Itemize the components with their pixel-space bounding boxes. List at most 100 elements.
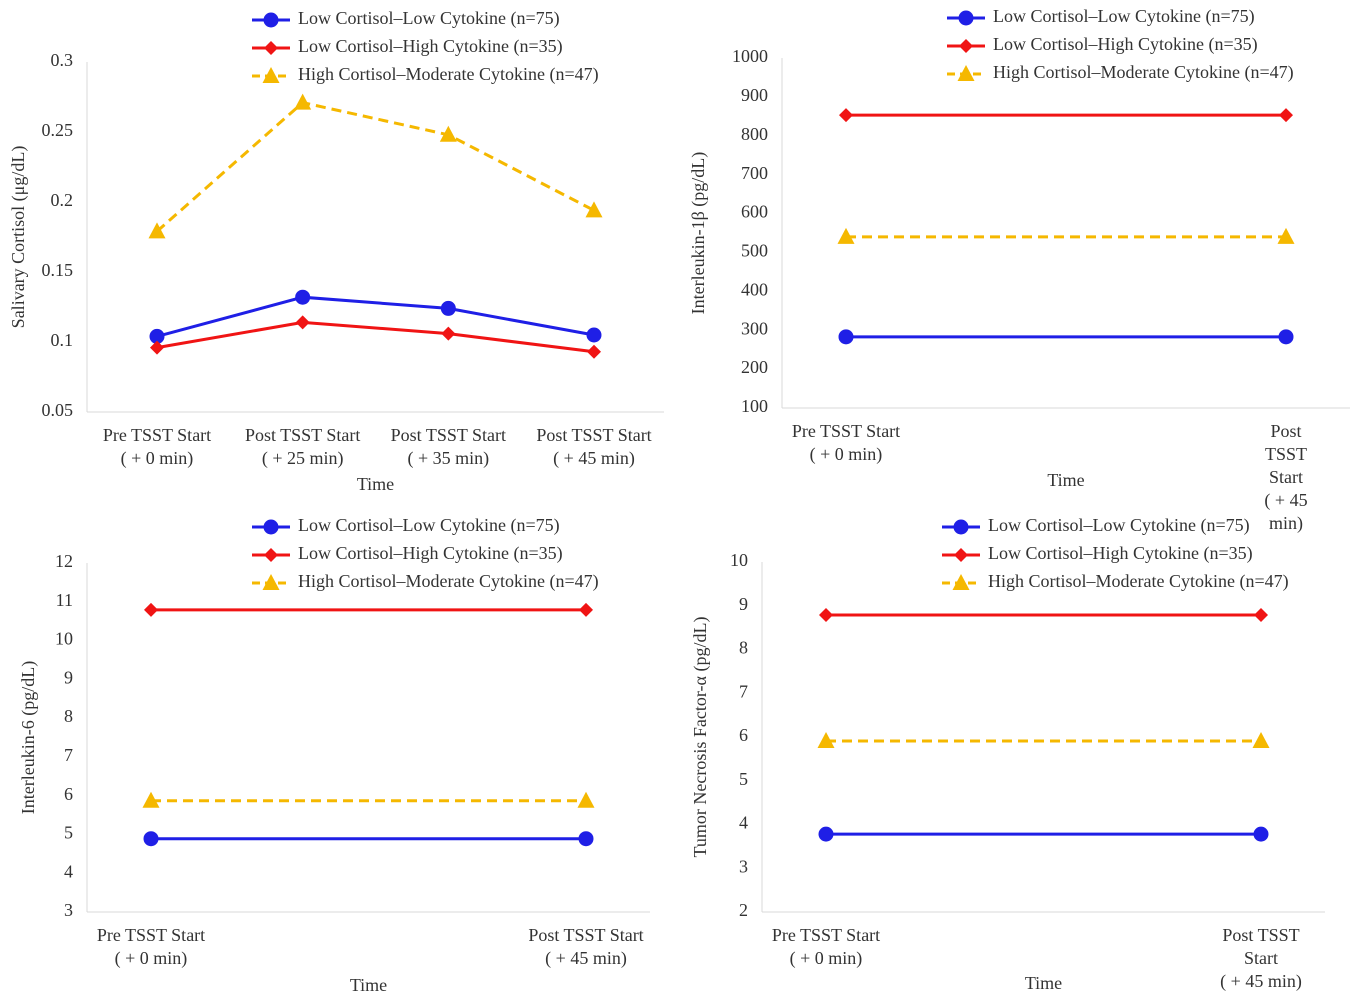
y-axis-label: Tumor Necrosis Factor-α (pg/dL) — [690, 617, 711, 858]
y-tick-label: 400 — [741, 279, 768, 299]
legend-label: Low Cortisol–Low Cytokine (n=75) — [298, 8, 560, 29]
y-tick-label: 500 — [741, 241, 768, 261]
y-tick-label: 6 — [64, 784, 73, 804]
y-tick-label: 0.3 — [51, 50, 74, 70]
x-axis-label: Time — [357, 474, 394, 494]
legend-label: Low Cortisol–High Cytokine (n=35) — [988, 543, 1253, 564]
x-tick-label: Post TSST Start ( + 45 min) — [528, 925, 644, 968]
y-tick-label: 0.05 — [42, 400, 74, 420]
point — [148, 222, 166, 239]
y-tick-label: 10 — [55, 629, 73, 649]
y-axis-label: Interleukin-6 (pg/dL) — [18, 661, 39, 814]
y-tick-label: 0.2 — [51, 190, 74, 210]
point — [441, 326, 456, 341]
legend-label: High Cortisol–Moderate Cytokine (n=47) — [298, 64, 599, 85]
y-tick-label: 600 — [741, 202, 768, 222]
legend-marker — [263, 12, 279, 28]
point — [817, 731, 835, 748]
y-tick-label: 4 — [64, 861, 73, 881]
y-tick-label: 5 — [739, 769, 748, 789]
point — [149, 328, 165, 344]
y-tick-label: 6 — [739, 725, 748, 745]
point — [1277, 227, 1295, 244]
y-tick-label: 0.1 — [51, 330, 74, 350]
legend-label: Low Cortisol–High Cytokine (n=35) — [298, 543, 563, 564]
point — [1253, 826, 1269, 842]
x-tick-label: Pre TSST Start ( + 0 min) — [96, 925, 206, 968]
legend-marker — [958, 10, 974, 26]
y-axis-label: Salivary Cortisol (μg/dL) — [8, 146, 29, 329]
point — [294, 93, 312, 110]
y-tick-label: 7 — [739, 681, 748, 701]
point — [142, 791, 160, 808]
y-tick-label: 8 — [64, 706, 73, 726]
x-tick-label: Pre TSST Start ( + 0 min) — [791, 421, 901, 464]
x-axis-label: Time — [1047, 470, 1084, 490]
series-line — [156, 100, 595, 233]
legend-marker — [952, 574, 970, 590]
x-axis-label: Time — [350, 975, 387, 995]
legend-marker — [954, 548, 968, 562]
y-tick-label: 900 — [741, 85, 768, 105]
y-tick-label: 1000 — [732, 46, 768, 66]
point — [577, 791, 595, 808]
legend-label: High Cortisol–Moderate Cytokine (n=47) — [298, 571, 599, 592]
legend-marker — [262, 67, 280, 83]
point — [144, 602, 158, 617]
y-tick-label: 0.15 — [42, 260, 74, 280]
y-tick-label: 5 — [64, 823, 73, 843]
x-tick-label: Post TSST Start ( + 45 min) — [1220, 925, 1302, 991]
y-tick-label: 2 — [739, 900, 748, 920]
point — [1254, 607, 1268, 622]
y-axis-label: Interleukin-1β (pg/dL) — [688, 152, 709, 315]
point — [1279, 108, 1293, 123]
point — [585, 201, 603, 218]
legend-label: Low Cortisol–Low Cytokine (n=75) — [993, 6, 1255, 27]
legend-label: Low Cortisol–High Cytokine (n=35) — [993, 34, 1258, 55]
y-tick-label: 9 — [64, 667, 73, 687]
y-tick-label: 300 — [741, 318, 768, 338]
series-line — [156, 295, 595, 338]
point — [440, 300, 456, 316]
y-tick-label: 0.25 — [42, 120, 74, 140]
point — [818, 826, 834, 842]
series-line — [156, 320, 595, 354]
point — [578, 831, 594, 847]
point — [295, 315, 310, 330]
x-tick-label: Pre TSST Start ( + 0 min) — [771, 925, 881, 968]
legend-marker — [953, 519, 969, 535]
legend-marker — [264, 41, 278, 55]
x-axis-label: Time — [1025, 973, 1062, 993]
legend-label: High Cortisol–Moderate Cytokine (n=47) — [988, 571, 1289, 592]
y-tick-label: 800 — [741, 124, 768, 144]
legend-marker — [959, 39, 973, 53]
legend-marker — [262, 574, 280, 590]
point — [586, 327, 602, 343]
y-tick-label: 7 — [64, 745, 73, 765]
point — [837, 227, 855, 244]
x-tick-label: Post TSST Start ( + 35 min) — [390, 425, 507, 468]
legend-label: Low Cortisol–Low Cytokine (n=75) — [988, 515, 1250, 536]
legend-marker — [264, 548, 278, 562]
y-tick-label: 10 — [730, 550, 748, 570]
point — [295, 289, 311, 305]
legend-label: Low Cortisol–Low Cytokine (n=75) — [298, 515, 560, 536]
point — [819, 607, 833, 622]
point — [1278, 329, 1294, 345]
point — [150, 340, 164, 355]
x-tick-label: Post TSST Start ( + 25 min) — [244, 425, 361, 468]
point — [579, 602, 593, 617]
y-tick-label: 8 — [739, 638, 748, 658]
legend-marker — [957, 65, 975, 81]
legend-marker — [263, 519, 279, 535]
y-tick-label: 4 — [739, 813, 748, 833]
legend-label: High Cortisol–Moderate Cytokine (n=47) — [993, 62, 1294, 83]
point — [838, 329, 854, 345]
y-tick-label: 3 — [739, 856, 748, 876]
y-tick-label: 9 — [739, 594, 748, 614]
y-tick-label: 12 — [55, 551, 73, 571]
y-tick-label: 11 — [56, 590, 73, 610]
x-tick-label: Post TSST Start ( + 45 min) — [536, 425, 652, 468]
